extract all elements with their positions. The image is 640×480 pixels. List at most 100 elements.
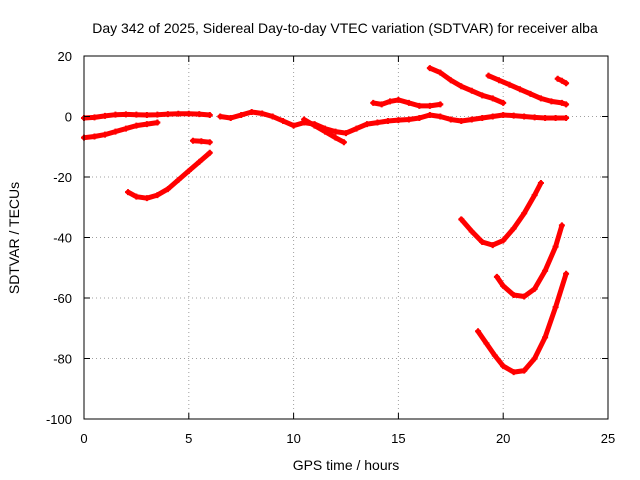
data-point: [206, 139, 213, 146]
data-point: [468, 228, 475, 235]
data-point: [154, 119, 161, 126]
data-point: [185, 110, 192, 117]
data-point: [395, 96, 402, 103]
data-point: [489, 95, 496, 102]
y-tick-label: -20: [53, 170, 72, 185]
data-point: [558, 77, 565, 84]
data-point: [416, 115, 423, 122]
data-point: [516, 86, 523, 93]
data-point: [405, 116, 412, 123]
data-point: [154, 111, 161, 118]
data-point: [500, 237, 507, 244]
data-point: [387, 98, 394, 105]
data-point: [311, 122, 318, 129]
data-point: [542, 115, 549, 122]
data-point: [489, 242, 496, 249]
data-point: [521, 113, 528, 120]
data-point: [301, 116, 308, 123]
data-point: [290, 122, 297, 129]
x-tick-label: 0: [80, 431, 87, 446]
data-point: [112, 111, 119, 118]
data-point: [133, 111, 140, 118]
data-point: [206, 149, 213, 156]
data-point: [143, 195, 150, 202]
data-point: [122, 125, 129, 132]
data-point: [521, 367, 528, 374]
x-tick-label: 15: [391, 431, 405, 446]
data-point: [91, 114, 98, 121]
data-point: [483, 340, 490, 347]
data-point: [510, 291, 517, 298]
data-point: [527, 90, 534, 97]
data-point: [537, 95, 544, 102]
data-point: [531, 192, 538, 199]
tick-marks: [83, 55, 609, 420]
data-point: [426, 65, 433, 72]
x-tick-label: 10: [286, 431, 300, 446]
data-point: [133, 122, 140, 129]
data-point: [217, 113, 224, 120]
x-axis-label: GPS time / hours: [293, 457, 400, 473]
data-point: [558, 222, 565, 229]
y-tick-label: 20: [58, 49, 72, 64]
data-series-group: [81, 65, 570, 376]
data-point: [479, 239, 486, 246]
data-point: [554, 75, 561, 82]
data-point: [143, 121, 150, 128]
data-point: [531, 355, 538, 362]
data-point: [447, 77, 454, 84]
series-line-5: [217, 109, 569, 136]
data-point: [510, 112, 517, 119]
data-point: [378, 101, 385, 108]
data-point: [363, 121, 370, 128]
data-point: [437, 101, 444, 108]
data-point: [416, 102, 423, 109]
x-tick-label: 5: [185, 431, 192, 446]
data-point: [479, 92, 486, 99]
x-tick-label: 20: [496, 431, 510, 446]
y-tick-label: -60: [53, 291, 72, 306]
data-point: [563, 101, 570, 108]
data-point: [447, 116, 454, 123]
data-point: [405, 99, 412, 106]
data-point: [552, 115, 559, 122]
data-point: [374, 119, 381, 126]
y-tick-label: -100: [46, 412, 72, 427]
data-point: [164, 111, 171, 118]
data-point: [384, 118, 391, 125]
data-point: [468, 87, 475, 94]
series-line-12: [494, 222, 565, 299]
tick-labels: 0 5 10 15 20 25 20 0 -20 -40 -60 -80 -100: [46, 49, 615, 446]
data-point: [563, 80, 570, 87]
data-point: [496, 77, 503, 84]
data-point: [475, 328, 482, 335]
data-point: [506, 81, 513, 88]
data-point: [563, 115, 570, 122]
data-point: [531, 114, 538, 121]
data-point: [196, 158, 203, 165]
y-axis-label: SDTVAR / TECUs: [6, 182, 22, 294]
data-point: [164, 186, 171, 193]
data-point: [537, 180, 544, 187]
data-point: [133, 193, 140, 200]
data-point: [458, 118, 465, 125]
data-point: [175, 110, 182, 117]
data-point: [196, 111, 203, 118]
data-point: [185, 167, 192, 174]
data-point: [280, 118, 287, 125]
y-tick-label: -80: [53, 352, 72, 367]
data-point: [558, 99, 565, 106]
data-point: [332, 134, 339, 141]
data-point: [531, 285, 538, 292]
data-point: [259, 110, 266, 117]
data-point: [189, 137, 196, 144]
data-point: [485, 72, 492, 79]
data-point: [143, 111, 150, 118]
data-point: [370, 99, 377, 106]
data-point: [332, 128, 339, 135]
data-point: [112, 128, 119, 135]
data-point: [248, 108, 255, 115]
data-point: [500, 363, 507, 370]
data-point: [563, 270, 570, 277]
